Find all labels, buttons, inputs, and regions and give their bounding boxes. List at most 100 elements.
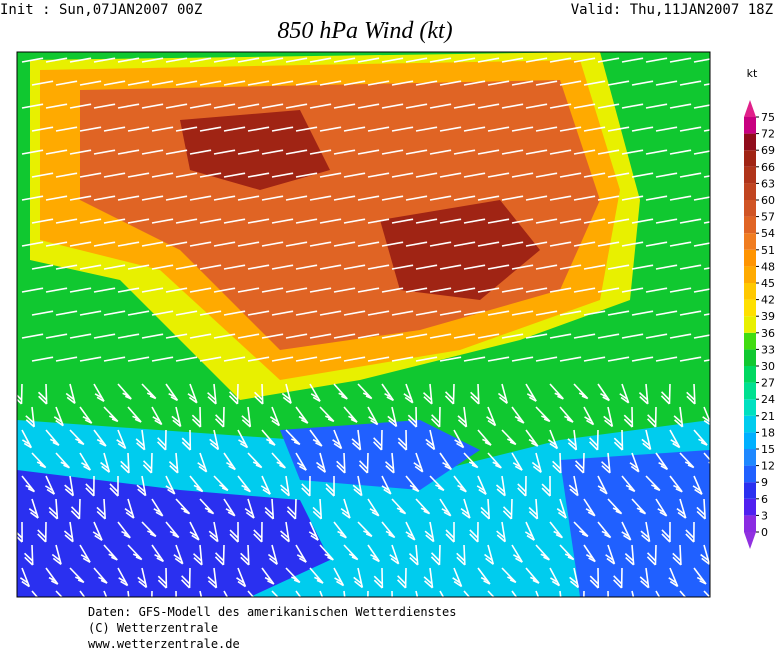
wind-barb: [631, 264, 654, 270]
wind-barb: [559, 126, 582, 132]
wind-barb: [559, 544, 575, 561]
wind-barb: [189, 195, 212, 201]
legend-band: [744, 216, 756, 234]
wind-barb: [439, 356, 462, 362]
wind-barb: [175, 498, 191, 515]
wind-barb: [460, 498, 471, 519]
wind-barb: [261, 429, 276, 446]
wind-barb: [37, 383, 48, 405]
wind-barb: [229, 521, 239, 543]
wind-barb: [597, 103, 620, 109]
wind-barb: [397, 567, 407, 589]
wind-barb: [261, 567, 275, 585]
legend-tick-label: 60: [761, 194, 775, 207]
wind-barb: [387, 406, 398, 428]
wind-barb: [70, 498, 81, 520]
wind-barb: [308, 521, 319, 541]
map-title: 850 hPa Wind (kt): [277, 18, 452, 44]
legend-band: [744, 515, 756, 532]
wind-barb: [573, 195, 596, 201]
wind-barb: [439, 310, 462, 316]
legend-band: [744, 382, 756, 400]
wind-barb: [343, 406, 358, 423]
wind-barb: [63, 521, 74, 543]
wind-barb: [151, 544, 165, 563]
wind-barb: [463, 356, 486, 362]
wind-barb: [79, 590, 86, 597]
wind-barb: [429, 149, 452, 155]
wind-barb: [429, 195, 452, 201]
wind-barb: [405, 475, 420, 493]
wind-barb: [367, 356, 390, 362]
wind-barb: [381, 521, 396, 539]
wind-barb: [693, 288, 710, 293]
wind-barb: [718, 242, 739, 246]
wind-barb: [405, 57, 428, 63]
wind-barb: [405, 241, 428, 247]
wind-barb: [583, 356, 606, 362]
wind-barb: [574, 452, 585, 474]
wind-barb: [151, 126, 174, 132]
wind-barb: [391, 80, 414, 86]
wind-barb: [583, 126, 606, 132]
wind-barb: [237, 429, 249, 449]
wind-barb: [142, 452, 153, 474]
wind-barb: [535, 356, 558, 362]
wind-barb: [199, 590, 203, 597]
wind-barb: [589, 567, 600, 589]
footer-line: (C) Wetterzentrale: [88, 621, 218, 635]
wind-barb: [511, 406, 525, 424]
wind-barb: [415, 590, 419, 597]
wind-barb: [254, 383, 264, 405]
wind-barb: [535, 126, 558, 132]
wind-barb: [189, 149, 212, 155]
wind-barb: [367, 218, 390, 224]
wind-barb: [223, 498, 236, 517]
legend-tick-label: 27: [761, 377, 775, 390]
wind-barb: [333, 149, 356, 155]
wind-barb: [271, 310, 294, 316]
wind-barb: [597, 333, 620, 339]
wind-barb: [181, 567, 191, 589]
wind-barb: [37, 521, 47, 543]
wind-barb: [381, 333, 404, 339]
wind-barb: [415, 218, 438, 224]
wind-barb: [55, 356, 78, 362]
wind-barb: [501, 195, 524, 201]
wind-barb: [477, 195, 500, 201]
wind-barb: [28, 498, 39, 519]
wind-barb: [264, 498, 275, 520]
legend-tick-label: 33: [761, 343, 775, 356]
wind-barb: [728, 81, 749, 85]
wind-barb: [286, 498, 297, 520]
wind-barb: [117, 383, 132, 400]
wind-barb: [583, 590, 585, 597]
legend-band: [744, 133, 756, 151]
wind-barb: [69, 567, 85, 584]
wind-barb: [367, 590, 369, 597]
wind-barb: [117, 103, 140, 109]
wind-barb: [405, 103, 428, 109]
legend-band: [744, 465, 756, 483]
wind-barb: [583, 218, 606, 224]
wind-barb: [679, 356, 702, 362]
wind-barb: [487, 590, 495, 597]
wind-barb: [141, 149, 164, 155]
legend-tick-label: 42: [761, 294, 775, 307]
legend-band: [744, 415, 756, 433]
wind-barb: [157, 429, 167, 451]
wind-barb: [525, 103, 548, 109]
map-field: [16, 51, 749, 598]
legend-tick-label: 54: [761, 227, 775, 240]
legend-tick-label: 45: [761, 277, 775, 290]
wind-barb: [525, 57, 548, 63]
wind-barb: [549, 333, 572, 339]
wind-barb: [357, 287, 380, 293]
wind-barb: [127, 310, 150, 316]
wind-barb: [79, 406, 93, 424]
wind-barb: [487, 218, 510, 224]
legend-band: [744, 399, 756, 416]
wind-barb: [655, 310, 678, 316]
footer-line: www.wetterzentrale.de: [88, 637, 240, 648]
wind-barb: [295, 126, 318, 132]
